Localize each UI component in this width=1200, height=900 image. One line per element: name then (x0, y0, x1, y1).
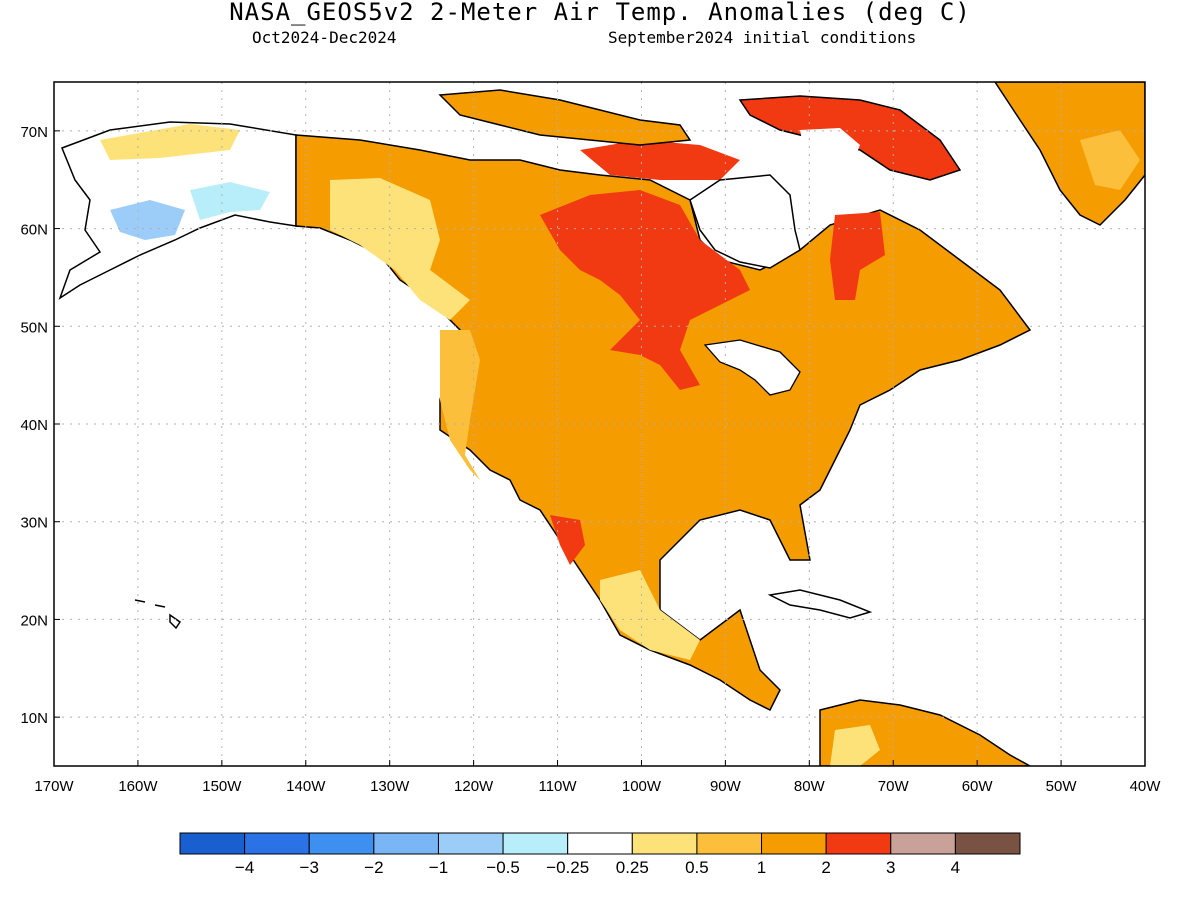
colorbar-swatch (761, 832, 827, 855)
lon-tick-label: 150W (202, 778, 242, 795)
west-coast-light-anomaly (440, 330, 480, 480)
colorbar-swatch (954, 832, 1021, 855)
colorbar-label: 3 (886, 858, 895, 877)
map-title: NASA_GEOS5v2 2-Meter Air Temp. Anomalies… (229, 0, 971, 26)
colorbar-label: −0.5 (486, 858, 520, 877)
colorbar-swatch (179, 832, 246, 855)
graticule (54, 82, 1145, 766)
canada-rockies-light-anomaly (330, 178, 470, 320)
alaska-cool-anomaly (190, 182, 270, 220)
lon-tick-label: 140W (286, 778, 326, 795)
lon-tick-label: 110W (538, 778, 577, 795)
lat-tick-label: 20N (20, 612, 48, 629)
colorbar-swatch (696, 832, 763, 855)
baja-hot-anomaly (550, 515, 585, 565)
central-canada-hot-anomaly (540, 190, 750, 390)
colorbar-swatch (437, 832, 504, 855)
colorbar-swatch (825, 832, 892, 855)
hawaii-islands (134, 599, 182, 630)
baffin-white (800, 128, 860, 172)
colorbar-label: 0.25 (616, 858, 649, 877)
colorbar-label: 0.5 (685, 858, 709, 877)
lon-tick-label: 70W (878, 778, 910, 795)
colorbar-label: −4 (235, 858, 254, 877)
lat-tick-label: 50N (20, 319, 48, 336)
lat-tick-label: 70N (20, 124, 48, 141)
lon-tick-label: 80W (794, 778, 826, 795)
colorbar-swatch (244, 832, 310, 855)
quebec-hot-anomaly (830, 212, 885, 300)
lon-tick-label: 90W (710, 778, 742, 795)
colorbar-label: 1 (757, 858, 766, 877)
lon-tick-label: 60W (962, 778, 994, 795)
colorbar-label: −3 (300, 858, 319, 877)
lon-tick-label: 100W (622, 778, 662, 795)
alaska-warm-fringe (100, 124, 240, 160)
initial-conditions: September2024 initial conditions (608, 28, 917, 47)
cuba (767, 589, 873, 619)
south-america-light (830, 725, 880, 766)
colorbar-label: −2 (364, 858, 383, 877)
greenland-light (1080, 130, 1140, 190)
arctic-hot-anomaly (580, 140, 740, 180)
lat-tick-label: 40N (20, 417, 48, 434)
lon-tick-label: 170W (34, 778, 74, 795)
lat-tick-label: 60N (20, 222, 48, 239)
colorbar-label: 2 (821, 858, 830, 877)
lon-tick-label: 160W (118, 778, 158, 795)
greenland (994, 82, 1145, 226)
longitude-ticks: 170W 160W 150W 140W 130W 120W 110W 100W 90W 80W 70… (34, 760, 1161, 795)
colorbar-swatch (567, 832, 633, 855)
colorbar-swatch (502, 832, 569, 855)
colorbar-label: 4 (951, 858, 960, 877)
map-content (58, 82, 1145, 766)
lon-tick-label: 50W (1046, 778, 1078, 795)
lon-tick-label: 120W (454, 778, 494, 795)
arctic-islands-west (438, 89, 692, 146)
latitude-ticks: 10N 20N 30N 40N 50N 60N 70N (20, 124, 60, 727)
hudson-bay (689, 174, 801, 269)
lon-tick-label: 130W (370, 778, 410, 795)
alaska-cool-anomaly-2 (110, 200, 185, 240)
colorbar: −4 −3 −2 −1 −0.5 −0.25 0.25 0.5 1 2 3 4 (179, 832, 1021, 877)
colorbar-label: −0.25 (546, 858, 589, 877)
great-lakes (703, 339, 801, 396)
colorbar-swatch (631, 832, 698, 855)
forecast-period: Oct2024-Dec2024 (252, 28, 397, 47)
lon-tick-label: 40W (1130, 778, 1162, 795)
lat-tick-label: 10N (20, 710, 48, 727)
lat-tick-label: 30N (20, 515, 48, 532)
colorbar-swatch (308, 832, 375, 855)
mexico-light-anomaly (600, 570, 700, 660)
colorbar-label: −1 (429, 858, 448, 877)
colorbar-swatch (373, 832, 439, 855)
colorbar-swatch (890, 832, 956, 855)
